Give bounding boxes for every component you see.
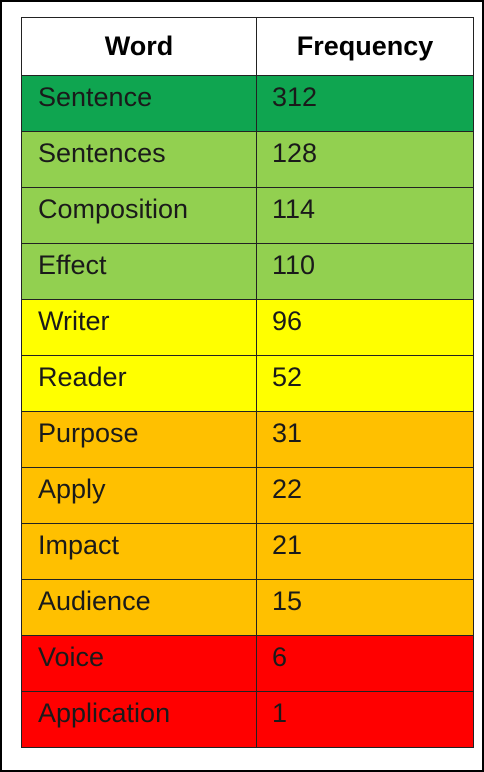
table-row: Composition 114 bbox=[21, 187, 474, 244]
word-cell: Sentences bbox=[21, 131, 257, 188]
word-cell: Audience bbox=[21, 579, 257, 636]
word-cell: Voice bbox=[21, 635, 257, 692]
table-row: Apply 22 bbox=[21, 467, 474, 524]
table-body: Sentence 312 Sentences 128 Composition 114 Eff… bbox=[21, 75, 474, 748]
word-cell: Writer bbox=[21, 299, 257, 356]
frequency-cell: 114 bbox=[256, 187, 474, 244]
word-cell: Sentence bbox=[21, 75, 257, 132]
frequency-cell: 31 bbox=[256, 411, 474, 468]
word-cell: Reader bbox=[21, 355, 257, 412]
frequency-cell: 1 bbox=[256, 691, 474, 748]
table-row: Writer 96 bbox=[21, 299, 474, 356]
word-cell: Apply bbox=[21, 467, 257, 524]
table-row: Impact 21 bbox=[21, 523, 474, 580]
table-row: Sentences 128 bbox=[21, 131, 474, 188]
table-row: Purpose 31 bbox=[21, 411, 474, 468]
column-header-frequency: Frequency bbox=[256, 17, 474, 76]
column-header-word: Word bbox=[21, 17, 257, 76]
frequency-cell: 52 bbox=[256, 355, 474, 412]
word-cell: Effect bbox=[21, 243, 257, 300]
table-row: Sentence 312 bbox=[21, 75, 474, 132]
frequency-cell: 21 bbox=[256, 523, 474, 580]
word-cell: Application bbox=[21, 691, 257, 748]
frequency-cell: 6 bbox=[256, 635, 474, 692]
frequency-cell: 312 bbox=[256, 75, 474, 132]
word-cell: Composition bbox=[21, 187, 257, 244]
frequency-cell: 128 bbox=[256, 131, 474, 188]
table-row: Application 1 bbox=[21, 691, 474, 748]
word-cell: Impact bbox=[21, 523, 257, 580]
word-frequency-table: Word Frequency Sentence 312 Sentences 128 Co… bbox=[21, 17, 474, 748]
table-header-row: Word Frequency bbox=[21, 17, 474, 76]
frequency-cell: 22 bbox=[256, 467, 474, 524]
table-row: Voice 6 bbox=[21, 635, 474, 692]
table-row: Effect 110 bbox=[21, 243, 474, 300]
frequency-cell: 96 bbox=[256, 299, 474, 356]
table-row: Audience 15 bbox=[21, 579, 474, 636]
word-cell: Purpose bbox=[21, 411, 257, 468]
frequency-cell: 110 bbox=[256, 243, 474, 300]
table-row: Reader 52 bbox=[21, 355, 474, 412]
frequency-cell: 15 bbox=[256, 579, 474, 636]
